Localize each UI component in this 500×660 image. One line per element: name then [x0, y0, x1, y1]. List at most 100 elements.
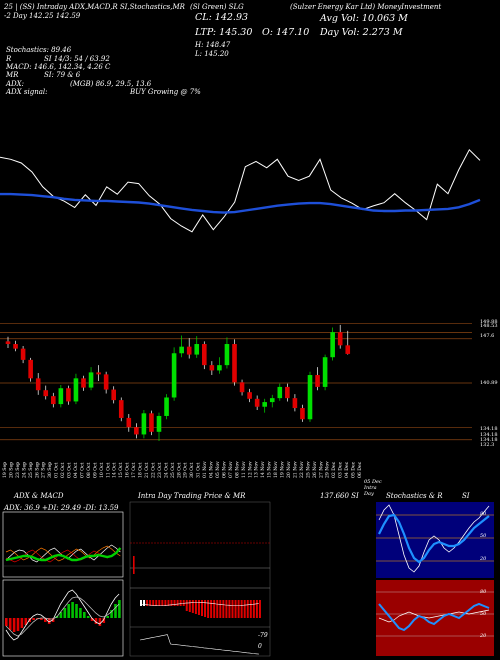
- candle-body: [58, 388, 64, 405]
- macd-histogram-bar: [63, 608, 67, 618]
- candlesticks: [5, 324, 351, 442]
- date-axis-label: 19 Nov: [280, 461, 286, 478]
- candle-body: [254, 398, 260, 407]
- candle-body: [73, 378, 79, 402]
- candle-body: [141, 413, 147, 435]
- mr-histogram-bar: [170, 600, 173, 606]
- open-price: O: 147.10: [262, 27, 310, 38]
- macd-histogram-bar: [86, 616, 90, 618]
- candle-body: [35, 378, 41, 391]
- macd-histogram-bar: [32, 618, 35, 620]
- candle-body: [88, 372, 94, 388]
- rsi-tick-50: 50: [480, 611, 487, 617]
- date-axis-label: 10 Oct: [99, 462, 105, 478]
- date-axis-labels: 19 Sep 20 Sep 23 Sep 24 Sep 25 Sep 26 Sep 27 S…: [2, 461, 363, 478]
- mr-line: [139, 602, 259, 606]
- candle-body: [5, 341, 11, 345]
- macd-histogram-bar: [20, 618, 24, 628]
- rsi-line: [378, 602, 490, 632]
- date-axis-label: 11 Oct: [105, 462, 111, 478]
- date-axis-label: 22 Nov: [299, 461, 305, 478]
- macd-histogram-bar: [36, 618, 39, 619]
- candle-body: [28, 359, 33, 379]
- low-price: L: 145.20: [195, 50, 229, 58]
- macd-histogram-bar: [67, 604, 70, 618]
- macd-histogram-bar: [98, 618, 102, 626]
- candle-body: [262, 402, 267, 407]
- macd-histogram-bar: [5, 618, 8, 626]
- mr-histogram-bar: [176, 600, 179, 606]
- date-axis-label: 11 Nov: [241, 461, 247, 478]
- stochastics-rsi-title: Stochastics & R: [386, 492, 443, 500]
- date-axis-label: 02 Oct: [60, 462, 66, 478]
- candle-body: [20, 348, 26, 360]
- mr-tick-minus79: -79: [258, 632, 268, 639]
- adx-signal-value: BUY Growing @ 7%: [130, 88, 201, 96]
- date-axis-label: 14 Oct: [112, 462, 118, 478]
- macd-histogram-bar: [114, 604, 117, 618]
- date-axis-label: 08 Nov: [234, 461, 240, 478]
- adx-indicator-line: [5, 544, 121, 563]
- candle-body: [149, 413, 154, 432]
- stoch-tick-80: 80: [480, 511, 487, 517]
- date-axis-label: 22 Oct: [150, 462, 156, 478]
- macd-histogram-bar: [102, 618, 106, 623]
- adx-indicator-line: [5, 545, 121, 562]
- date-axis-label: 03 Oct: [67, 462, 73, 478]
- macd-histogram-bar: [71, 602, 74, 618]
- mr-histogram-bar: [216, 600, 219, 618]
- date-axis-label: 04 Dec: [344, 461, 350, 478]
- candle-body: [13, 344, 18, 349]
- date-axis-label: 18 Oct: [138, 462, 144, 478]
- candle-body: [134, 427, 139, 435]
- stochastic-panel: [376, 502, 494, 578]
- day-volume: Day Vol: 2.273 M: [320, 27, 403, 38]
- macd-histogram-bar: [55, 616, 59, 618]
- adx-panel: [2, 511, 124, 578]
- rsi-panel: [376, 580, 494, 656]
- price-axis-label: 140.89: [480, 380, 498, 386]
- avg-volume: Avg Vol: 10.063 M: [320, 13, 408, 24]
- intraday-value: 137.660 SI: [320, 492, 359, 500]
- main-chart: 149.88148.53147.6140.89134.18134.18134.1…: [0, 148, 498, 478]
- mr-label: MR: [6, 71, 19, 79]
- macd-histogram-bar: [47, 618, 51, 624]
- adx-macd-title: ADX & MACD: [14, 492, 64, 500]
- mr-histogram-bar: [197, 600, 200, 615]
- macd-line: [5, 596, 120, 637]
- mr-histogram-bar: [167, 600, 170, 606]
- candle-body: [186, 346, 192, 355]
- rsi-label: R: [6, 55, 12, 63]
- date-axis-label: 29 Nov: [325, 461, 331, 478]
- stochastic-line: [378, 513, 490, 564]
- date-axis-label: 21 Oct: [144, 462, 150, 478]
- candle-body: [307, 375, 313, 420]
- candle-body: [232, 344, 237, 383]
- date-axis-label: 06 Dec: [357, 461, 363, 478]
- mr-trend-line: [139, 634, 259, 655]
- date-axis-label: 24 Oct: [163, 462, 169, 478]
- price-levels: [0, 323, 472, 441]
- date-axis-label: 26 Sep: [34, 462, 40, 478]
- macd-histogram-bar: [118, 600, 121, 618]
- mr-histogram-bar: [143, 600, 146, 606]
- date-axis-label: 14 Nov: [260, 461, 266, 478]
- date-axis-label: 01 Nov: [202, 461, 208, 478]
- date-footer: 05 Dec Intra Day: [364, 479, 382, 497]
- candle-body: [224, 344, 230, 366]
- date-axis-label: 31 Oct: [196, 462, 202, 478]
- date-axis-label: 29 Oct: [183, 462, 189, 478]
- candle-body: [194, 344, 200, 355]
- macd-histogram-bar: [94, 618, 98, 624]
- date-axis-label: 18 Nov: [273, 461, 279, 478]
- date-axis-label: 16 Oct: [125, 462, 131, 478]
- mr-histogram-bar: [240, 600, 243, 618]
- mr-histogram-bar: [164, 600, 167, 606]
- mr-histogram-bar: [255, 600, 258, 618]
- price-line: [0, 148, 481, 233]
- stochastics-value: Stochastics: 89.46: [6, 46, 72, 54]
- candle-body: [247, 392, 252, 399]
- date-axis-label: 25 Sep: [28, 462, 34, 478]
- high-price: H: 148.47: [195, 41, 231, 49]
- intraday-candle: [133, 556, 135, 574]
